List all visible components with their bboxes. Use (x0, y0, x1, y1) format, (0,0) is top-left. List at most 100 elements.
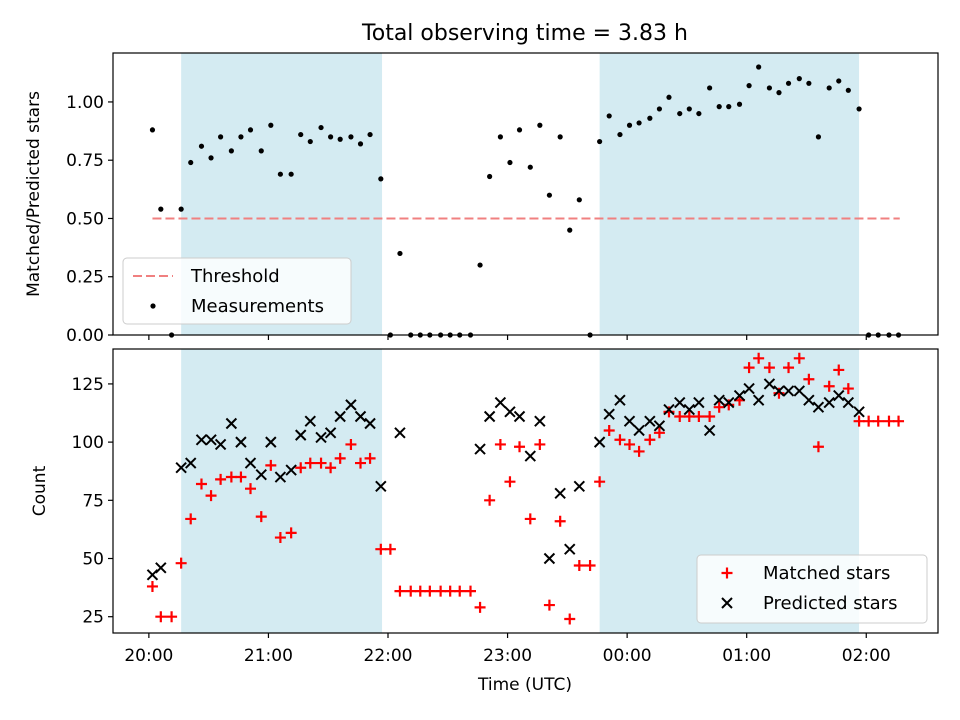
matched-star-point (295, 462, 307, 474)
matched-star-point (195, 478, 207, 490)
measurement-point (497, 134, 503, 140)
measurement-point (397, 250, 403, 257)
matched-star-point (225, 471, 237, 483)
measurement-point (158, 206, 164, 212)
measurement-point (776, 90, 782, 96)
measurement-point (696, 110, 702, 117)
matched-star-point (603, 424, 615, 436)
measurement-point (247, 127, 254, 133)
predicted-star-point (623, 415, 636, 427)
measurement-point (836, 78, 842, 84)
predicted-star-point (713, 394, 725, 406)
measurement-point (766, 85, 773, 91)
predicted-star-point (773, 385, 785, 397)
measurement-point (238, 134, 244, 140)
predicted-star-point (593, 436, 606, 448)
predicted-star-point (812, 401, 825, 413)
measurement-point (268, 122, 274, 128)
matched-star-point (853, 415, 865, 427)
x-tick-label: 23:00 (483, 646, 532, 666)
measurement-point (626, 122, 633, 128)
measurement-point (367, 131, 373, 138)
measurement-point (796, 76, 802, 82)
predicted-star-point (853, 406, 865, 418)
matched-star-point (554, 515, 566, 527)
predicted-star-point (683, 403, 696, 416)
predicted-star-point (334, 410, 346, 423)
matched-star-point (345, 438, 357, 450)
matched-star-point (823, 380, 835, 392)
predicted-star-point (633, 424, 645, 437)
legend-predicted-label: Predicted stars (763, 593, 897, 614)
matched-star-point (175, 557, 187, 569)
measurement-point (487, 173, 493, 180)
matched-star-point (793, 352, 805, 364)
predicted-star-point (474, 443, 486, 455)
measurement-point (845, 87, 851, 93)
x-axis-label: Time (UTC) (477, 675, 572, 695)
predicted-star-point (743, 382, 755, 395)
matched-star-point (146, 580, 158, 592)
predicted-star-point (842, 396, 855, 409)
predicted-star-point (644, 415, 656, 427)
matched-star-point (812, 441, 824, 453)
measurement-point (647, 115, 653, 121)
matched-star-point (245, 483, 256, 495)
measurement-point (666, 94, 672, 100)
bottom-shaded-interval (181, 349, 383, 633)
predicted-star-point (823, 396, 835, 409)
matched-star-point (783, 362, 795, 374)
matched-star-point (484, 494, 496, 506)
matched-star-point (624, 438, 636, 450)
bottom-panel: 25 50 75 100 125 20:00 21:00 22:00 23:00 00:00 01:… (30, 348, 939, 666)
bottom-y-tick-label: 75 (82, 491, 104, 511)
predicted-star-point (205, 434, 217, 446)
matched-star-point (683, 411, 695, 423)
legend-measurements-swatch (150, 303, 156, 309)
matched-star-point (265, 459, 277, 471)
x-tick-label: 01:00 (722, 646, 771, 666)
measurement-point (378, 176, 384, 182)
measurement-point (726, 104, 732, 110)
predicted-star-point (244, 457, 257, 469)
matched-star-point (405, 585, 417, 597)
matched-star-point (325, 462, 337, 474)
matched-star-point (693, 411, 705, 423)
top-y-tick-label: 0.25 (66, 268, 104, 288)
bottom-y-tick-label: 100 (72, 433, 104, 453)
matched-star-point (713, 401, 725, 413)
bottom-y-tick-label: 125 (72, 375, 104, 395)
bottom-axes-frame (112, 348, 939, 634)
predicted-star-point (504, 406, 516, 418)
matched-star-point (842, 383, 854, 395)
matched-star-point (753, 352, 765, 364)
matched-star-point (504, 476, 516, 488)
measurement-point (527, 164, 533, 170)
matched-star-point (564, 613, 576, 625)
measurement-point (656, 106, 663, 112)
top-y-tick-label: 0.50 (66, 209, 104, 229)
predicted-star-point (354, 410, 367, 423)
predicted-star-point (693, 396, 705, 409)
matched-star-point (633, 445, 645, 457)
predicted-star-point (195, 434, 208, 446)
matched-star-point (743, 362, 755, 374)
matched-star-point (235, 471, 247, 483)
matched-star-point (653, 427, 665, 439)
x-tick-label: 21:00 (244, 646, 293, 666)
matched-star-point (584, 559, 596, 571)
measurement-point (307, 138, 313, 145)
matched-star-point (465, 585, 476, 597)
predicted-star-point (235, 436, 247, 448)
matched-star-point (166, 611, 178, 623)
predicted-star-point (614, 394, 626, 406)
measurement-point (606, 113, 612, 119)
measurement-point (756, 64, 762, 70)
measurement-point (318, 124, 324, 131)
measurement-point (576, 197, 582, 203)
legend-box (122, 257, 352, 325)
bottom-y-axis-label: Count (30, 465, 50, 516)
measurement-point (507, 159, 513, 166)
measurement-point (228, 148, 234, 154)
